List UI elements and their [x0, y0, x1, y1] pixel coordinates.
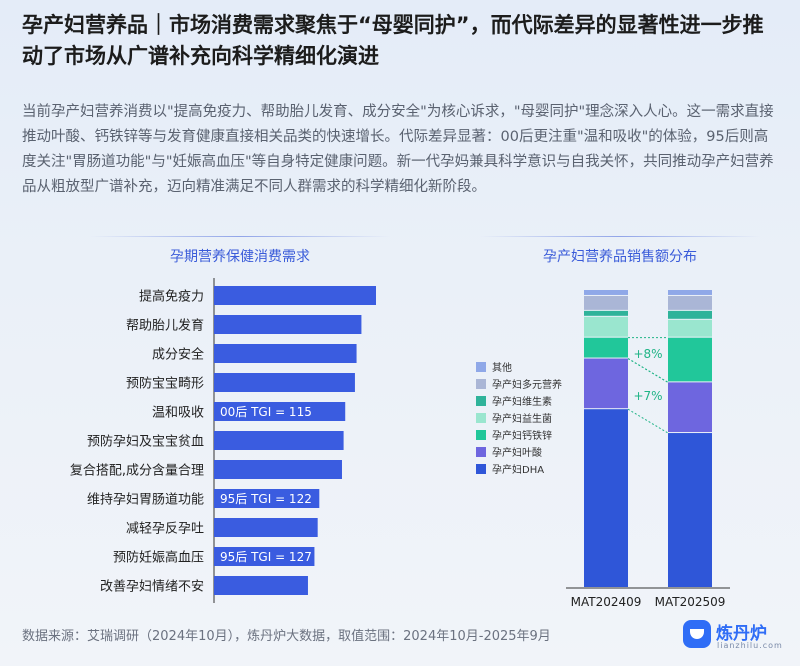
stack-segment — [584, 310, 628, 316]
legend-swatch — [476, 362, 486, 372]
legend-swatch — [476, 396, 486, 406]
stack-segment — [584, 295, 628, 310]
stack-segment — [668, 382, 712, 433]
delta-label: +7% — [633, 389, 662, 403]
stack-segment — [668, 310, 712, 319]
tgi-label: 95后 TGI = 122 — [220, 492, 312, 506]
stack-panel-divider — [480, 236, 760, 237]
page-description: 当前孕产妇营养消费以"提高免疫力、帮助胎儿发育、成分安全"为核心诉求，"母婴同护… — [22, 104, 774, 195]
category-label: 复合搭配,成分含量合理 — [70, 463, 204, 479]
bar — [214, 431, 344, 450]
brand-logo: 炼丹炉 lianzhilu.com — [683, 616, 793, 656]
stack-segment — [584, 316, 628, 337]
connector-line — [627, 358, 669, 383]
bar — [214, 547, 315, 566]
legend-label: 孕产妇维生素 — [492, 395, 552, 408]
category-label: 温和吸收 — [152, 406, 204, 421]
category-label: 减轻孕反孕吐 — [126, 522, 204, 537]
bar — [214, 402, 346, 421]
legend-swatch — [476, 464, 486, 474]
legend-label: 孕产妇叶酸 — [492, 446, 542, 459]
legend-label: 孕产妇益生菌 — [492, 412, 552, 425]
stack-chart-title: 孕产妇营养品销售额分布 — [543, 249, 697, 265]
bar — [214, 518, 318, 537]
stack-segment — [668, 433, 712, 587]
stack-segment — [584, 337, 628, 358]
stack-segment — [668, 337, 712, 382]
bar-panel-divider — [90, 236, 390, 237]
connector-line — [627, 408, 669, 434]
cauldron-icon — [683, 620, 711, 648]
legend-label: 其他 — [492, 361, 512, 374]
legend-swatch — [476, 430, 486, 440]
category-label: 改善孕妇情绪不安 — [100, 579, 204, 595]
legend-swatch — [476, 447, 486, 457]
stack-segment — [584, 358, 628, 409]
category-label: 帮助胎儿发育 — [126, 318, 204, 334]
bar — [214, 576, 308, 595]
bar — [214, 344, 357, 363]
stack-segment — [584, 290, 628, 295]
bar — [214, 373, 355, 392]
stack-segment — [584, 409, 628, 587]
category-label: 成分安全 — [152, 347, 204, 363]
stack-segment — [668, 290, 712, 295]
category-label: 预防妊娠高血压 — [113, 550, 204, 566]
logo-name: 炼丹炉 — [716, 624, 767, 644]
bar-chart-title: 孕期营养保健消费需求 — [170, 249, 310, 265]
legend-swatch — [476, 413, 486, 423]
logo-sub: lianzhilu.com — [717, 641, 783, 650]
stack-category-label: MAT202409 — [571, 595, 642, 609]
legend-label: 孕产妇DHA — [492, 463, 544, 476]
delta-label: +8% — [633, 347, 662, 361]
bar — [214, 460, 342, 479]
category-label: 预防宝宝畸形 — [126, 376, 204, 392]
bar — [214, 315, 362, 334]
connector-line — [627, 358, 669, 383]
category-label: 提高免疫力 — [139, 289, 204, 305]
stack-segment — [668, 295, 712, 310]
category-label: 维持孕妇胃肠道功能 — [87, 492, 204, 508]
legend-label: 孕产妇钙铁锌 — [492, 429, 552, 442]
tgi-label: 00后 TGI = 115 — [220, 405, 312, 419]
bar — [214, 286, 376, 305]
data-source: 数据来源：艾瑞调研（2024年10月），炼丹炉大数据，取值范围：2024年10月… — [22, 629, 551, 644]
stack-category-label: MAT202509 — [655, 595, 726, 609]
legend-label: 孕产妇多元营养 — [492, 378, 562, 391]
bar — [214, 489, 320, 508]
legend-swatch — [476, 379, 486, 389]
stack-segment — [668, 319, 712, 337]
tgi-label: 95后 TGI = 127 — [220, 550, 312, 564]
category-label: 预防孕妇及宝宝贫血 — [87, 434, 204, 450]
page-title: 孕产妇营养品｜市场消费需求聚焦于“母婴同护”，而代际差异的显著性进一步推动了市场… — [22, 13, 764, 68]
